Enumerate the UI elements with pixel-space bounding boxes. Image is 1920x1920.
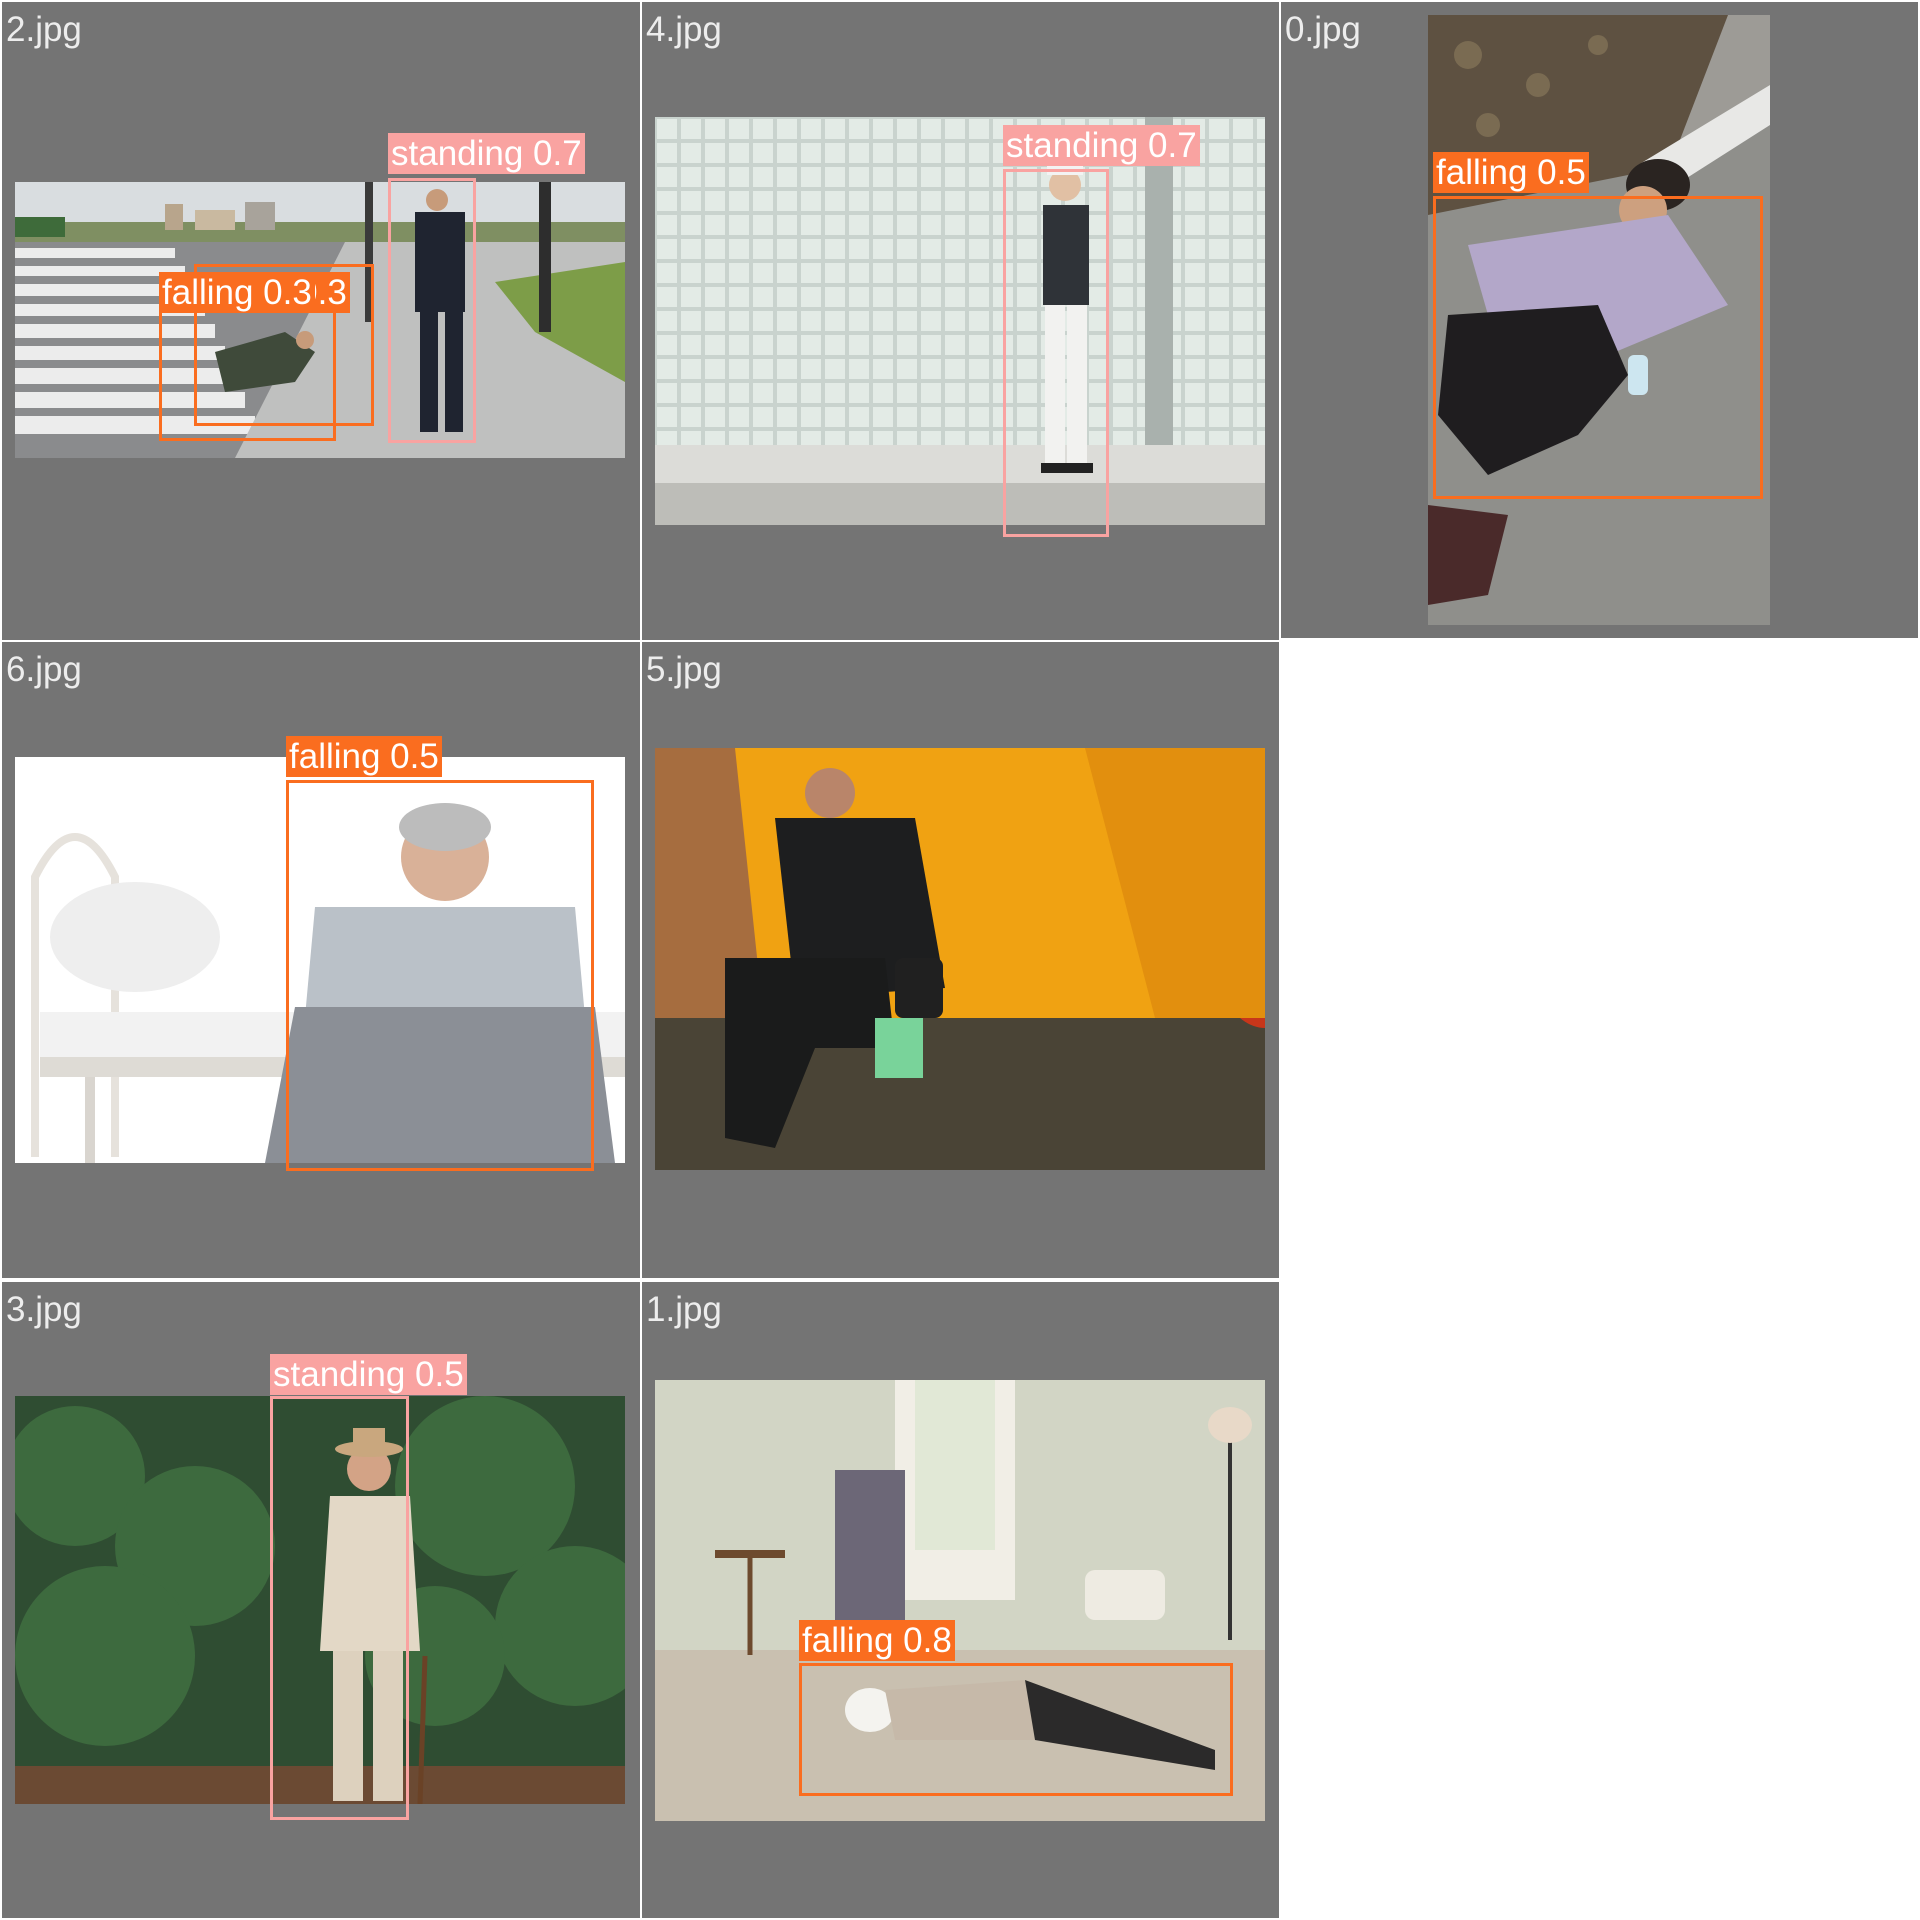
detection-box-falling — [286, 780, 594, 1171]
photo-man-with-cane — [15, 1396, 625, 1804]
filename-label: 6.jpg — [6, 650, 82, 689]
filename-label: 3.jpg — [6, 1290, 82, 1329]
photo-fallen-woman — [1428, 15, 1770, 625]
detection-label-falling: falling 0.3 — [159, 272, 315, 313]
detection-label-standing: standing 0.7 — [388, 133, 585, 174]
detection-label-standing: standing 0.5 — [270, 1354, 467, 1395]
photo-glass-wall — [655, 117, 1265, 525]
filename-label: 5.jpg — [646, 650, 722, 689]
detection-label-falling: falling 0.5 — [286, 736, 442, 777]
image-tile-4: 4.jpg standing 0.7 — [642, 2, 1279, 640]
image-tile-2: 2.jpg — [2, 2, 640, 640]
filename-label: 0.jpg — [1285, 10, 1361, 49]
detection-label-falling: falling 0.8 — [799, 1620, 955, 1661]
photo-fallen-woman-room — [655, 1380, 1265, 1821]
detection-label-standing: standing 0.7 — [1003, 125, 1200, 166]
detection-label-falling: falling 0.5 — [1433, 152, 1589, 193]
detection-box-falling — [1433, 196, 1763, 499]
image-tile-0: 0.jpg falling 0.5 — [1281, 2, 1918, 638]
detection-box-standing — [388, 178, 476, 443]
image-tile-5: 5.jpg — [642, 642, 1279, 1278]
filename-label: 2.jpg — [6, 10, 82, 49]
image-tile-3: 3.jpg standing 0.5 — [2, 1282, 640, 1918]
photo-man-on-bed — [15, 757, 625, 1163]
photo-man-eating — [655, 748, 1265, 1170]
detection-box-standing — [1003, 169, 1109, 537]
image-tile-1: 1.jpg falling 0.8 — [642, 1282, 1279, 1918]
image-tile-6: 6.jpg falling 0.5 — [2, 642, 640, 1278]
detection-box-falling — [799, 1663, 1233, 1796]
filename-label: 1.jpg — [646, 1290, 722, 1329]
filename-label: 4.jpg — [646, 10, 722, 49]
detection-box-standing — [270, 1396, 409, 1820]
detection-box-falling — [194, 264, 374, 426]
